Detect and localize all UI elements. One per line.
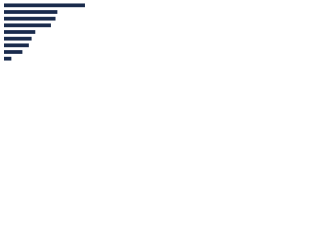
bar <box>4 30 36 34</box>
bar <box>4 36 32 41</box>
bar <box>4 50 23 54</box>
bar <box>4 56 12 61</box>
bar <box>4 10 58 14</box>
bar <box>4 43 29 48</box>
page: {"chart_data": {"type": "bar", "orientat… <box>0 0 320 71</box>
chart <box>4 3 85 61</box>
bar <box>4 23 51 28</box>
bar <box>4 3 85 8</box>
bar <box>4 16 56 21</box>
